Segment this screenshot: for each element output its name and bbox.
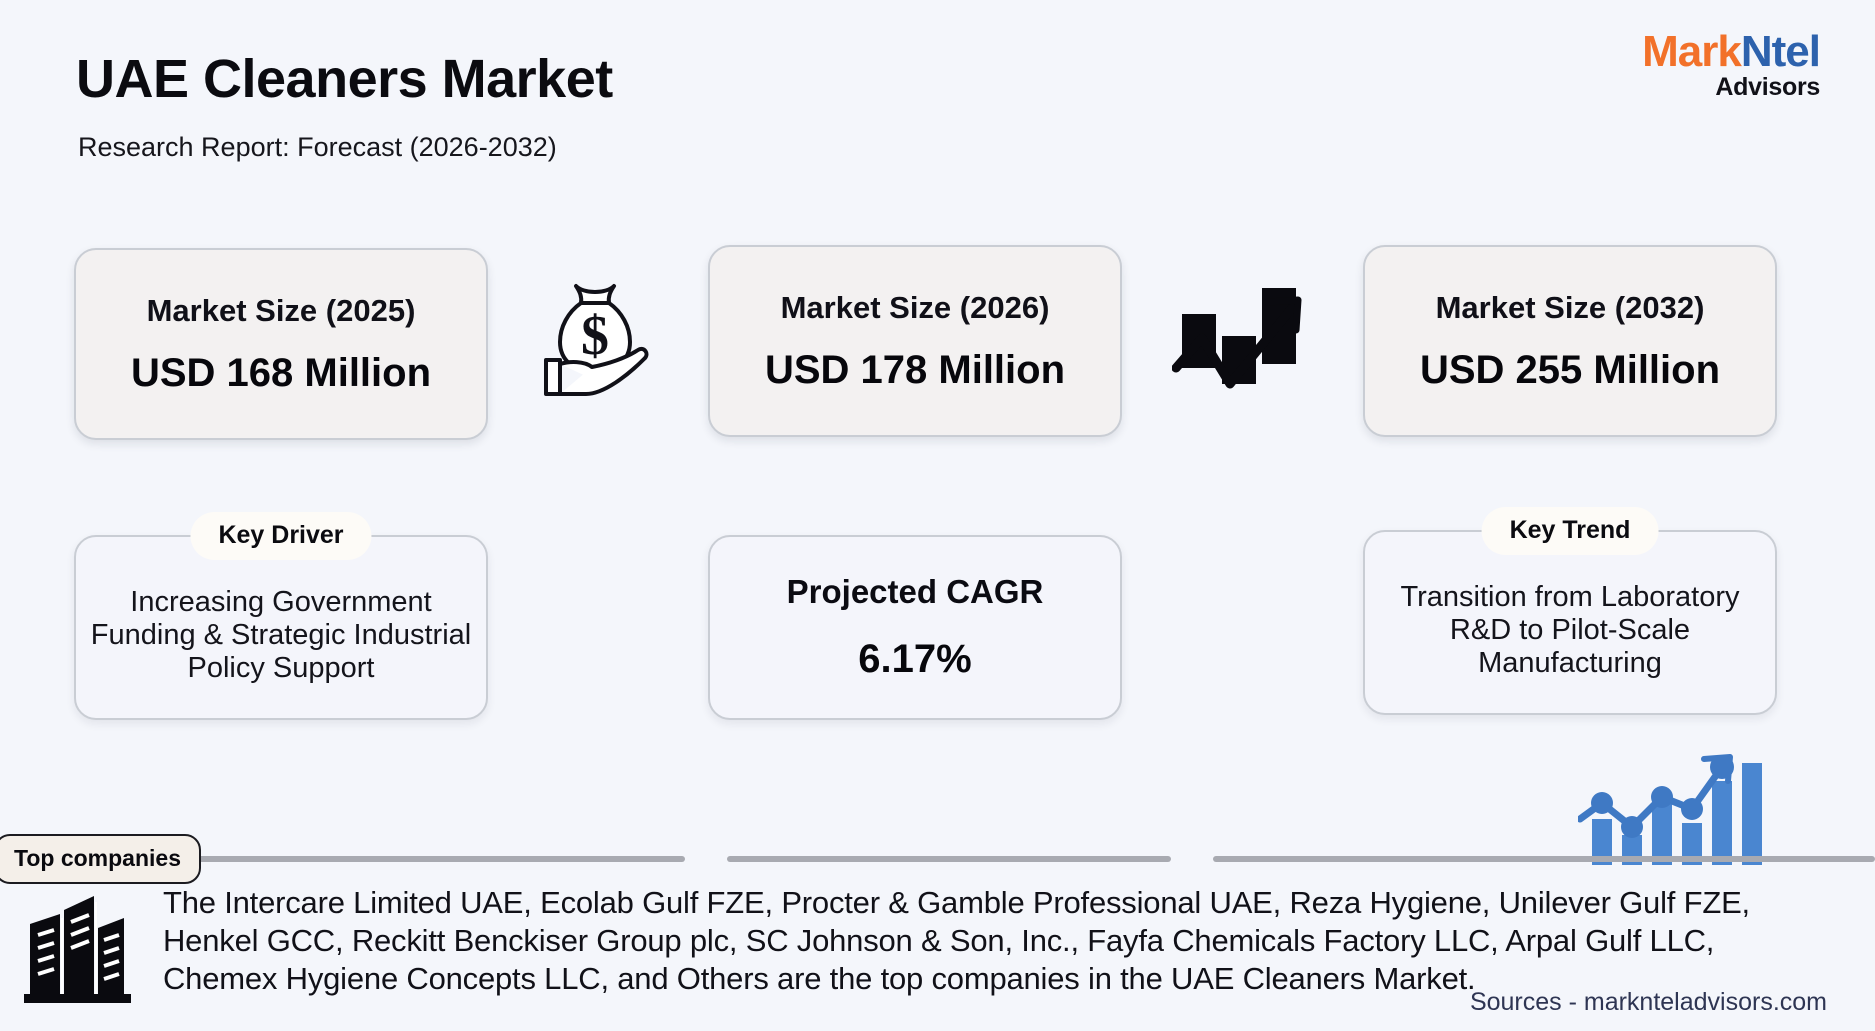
buildings-icon [20,888,135,1006]
top-companies-badge: Top companies [0,834,201,884]
logo-ntel-text: Ntel [1740,27,1821,76]
logo-wordmark: MarkNtel [1642,27,1821,76]
divider-center [727,856,1171,862]
market-size-card-2025: Market Size (2025) USD 168 Million [74,248,488,440]
bar-chart-trend-icon [1576,745,1763,865]
svg-text:$: $ [581,305,609,367]
logo-mark-text: Mark [1642,27,1742,76]
key-trend-badge: Key Trend [1483,509,1657,553]
card-label: Market Size (2032) [1435,289,1705,325]
divider-left [0,856,685,862]
sources-label: Sources - marknteladvisors.com [1469,988,1827,1016]
market-size-card-2032: Market Size (2032) USD 255 Million [1363,245,1777,437]
brand-logo: MarkNtel Advisors [1642,27,1821,101]
key-trend-text: Transition from Laboratory R&D to Pilot-… [1400,580,1740,680]
money-bag-icon: $ [530,272,660,402]
page-subtitle: Research Report: Forecast (2026-2032) [78,132,557,162]
cagr-value: 6.17% [858,637,972,681]
card-label: Market Size (2025) [146,292,416,328]
growth-chart-arrow-icon [1171,280,1312,400]
card-label: Market Size (2026) [780,289,1050,325]
market-size-card-2026: Market Size (2026) USD 178 Million [708,245,1122,437]
top-companies-text: The Intercare Limited UAE, Ecolab Gulf F… [163,885,1750,996]
card-value: USD 255 Million [1419,347,1721,392]
divider-right [1213,856,1875,862]
cagr-label: Projected CAGR [786,573,1044,610]
projected-cagr-card: Projected CAGR 6.17% [708,535,1122,720]
header: UAE Cleaners Market Research Report: For… [0,0,1875,180]
key-trend-card: Key Trend Transition from Laboratory R&D… [1363,509,1777,715]
key-driver-text: Increasing Government Funding & Strategi… [90,585,472,685]
page-title: UAE Cleaners Market [76,49,613,109]
logo-advisors-text: Advisors [1715,73,1820,101]
card-value: USD 168 Million [130,350,432,395]
key-driver-badge: Key Driver [192,514,370,558]
card-value: USD 178 Million [764,347,1066,392]
key-driver-card: Key Driver Increasing Government Funding… [74,514,488,720]
